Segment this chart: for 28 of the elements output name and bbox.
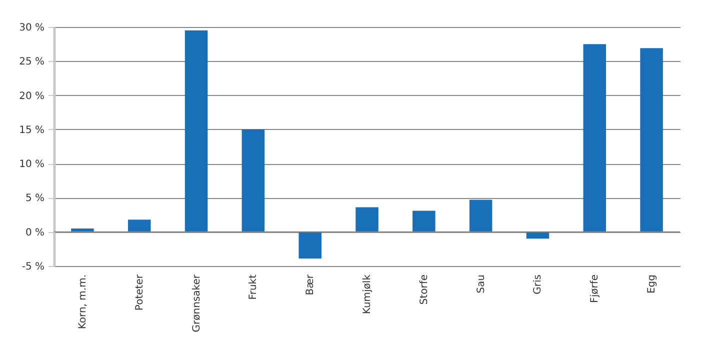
bar xyxy=(356,207,378,232)
x-tick-label: Sau xyxy=(476,274,487,294)
x-tick-label: Poteter xyxy=(134,274,146,311)
bar xyxy=(242,129,265,232)
x-tick-label: Kumjølk xyxy=(362,274,373,314)
x-tick-label: Korn, m.m. xyxy=(77,274,88,330)
bar xyxy=(184,30,208,232)
y-tick-label: 0 % xyxy=(25,227,44,238)
x-tick-label: Frukt xyxy=(248,274,260,300)
x-tick-label: Fjørfe xyxy=(590,274,601,303)
y-tick-label: 10 % xyxy=(19,159,44,170)
y-tick-label: 25 % xyxy=(19,56,44,68)
y-tick-label: 20 % xyxy=(19,90,44,102)
x-tick-label: Bær xyxy=(305,274,316,296)
y-tick-label: 30 % xyxy=(19,22,44,34)
x-tick-label: Storfe xyxy=(418,274,430,305)
bar xyxy=(128,220,151,232)
x-tick-label: Egg xyxy=(646,274,658,294)
y-tick-label: 5 % xyxy=(25,193,44,204)
bar xyxy=(412,210,436,232)
bar xyxy=(583,44,606,232)
bar xyxy=(298,232,322,258)
bar xyxy=(469,200,492,232)
bar xyxy=(640,48,663,232)
x-tick-label: Gris xyxy=(532,274,544,294)
y-tick-label: -5 % xyxy=(22,262,44,272)
x-tick-label: Grønnsaker xyxy=(191,274,202,332)
y-tick-label: 15 % xyxy=(19,124,44,136)
